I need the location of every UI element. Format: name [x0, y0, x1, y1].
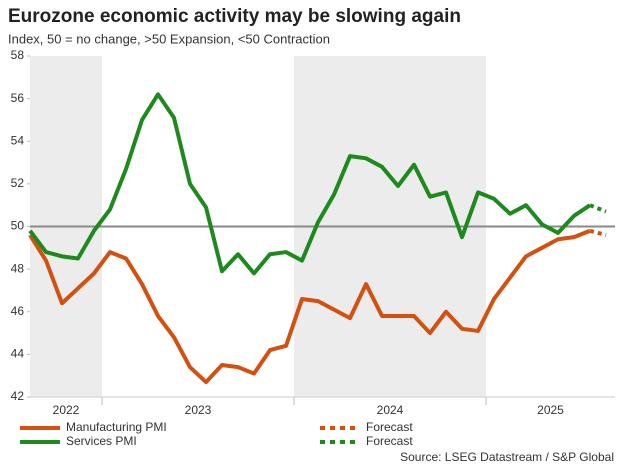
legend-label: Forecast — [366, 434, 413, 448]
y-tick-label: 48 — [11, 261, 25, 275]
chart-title: Eurozone economic activity may be slowin… — [8, 6, 461, 27]
x-tick-label: 2023 — [185, 403, 212, 417]
y-tick-label: 42 — [11, 389, 25, 403]
source: Source: LSEG Datastream / S&P Global — [400, 450, 614, 464]
y-tick-label: 58 — [11, 48, 25, 62]
legend-label: Manufacturing PMI — [66, 420, 167, 434]
x-tick-label: 2022 — [53, 403, 80, 417]
y-tick-label: 56 — [11, 91, 25, 105]
series-line — [28, 92, 592, 276]
series-line — [28, 228, 591, 385]
y-tick-label: 44 — [11, 347, 25, 361]
y-tick-label: 50 — [11, 219, 25, 233]
chart-subtitle: Index, 50 = no change, >50 Expansion, <5… — [8, 31, 330, 46]
x-tick-label: 2024 — [377, 403, 404, 417]
y-tick-label: 54 — [11, 133, 25, 147]
legend-label: Forecast — [366, 420, 413, 434]
x-tick-label: 2025 — [537, 403, 564, 417]
forecast-line — [589, 203, 607, 214]
y-tick-label: 52 — [11, 176, 25, 190]
forecast-line — [589, 228, 607, 237]
y-tick-label: 46 — [11, 304, 25, 318]
legend-label: Services PMI — [66, 434, 137, 448]
